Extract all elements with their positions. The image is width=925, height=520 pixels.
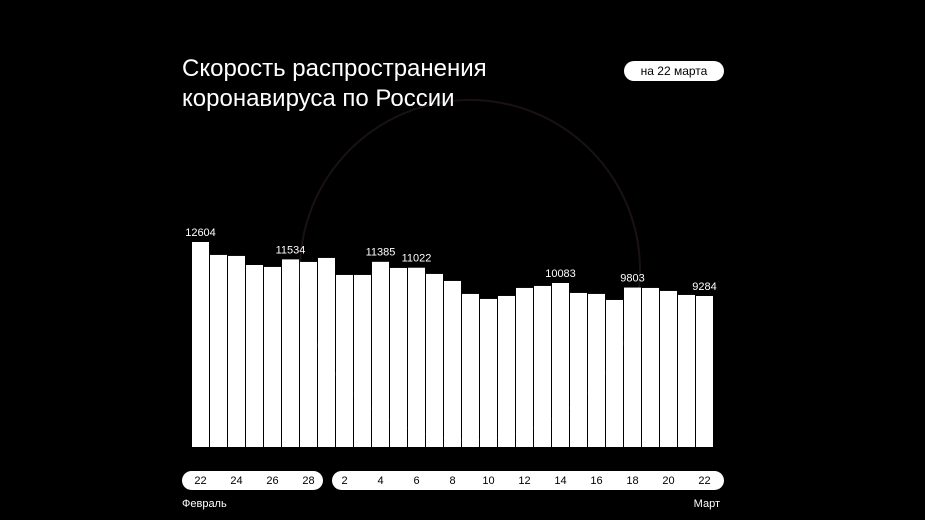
bar — [624, 287, 641, 447]
x-tick-label: 8 — [449, 475, 455, 487]
bar — [318, 257, 335, 447]
bar — [300, 261, 317, 447]
month-label: Февраль — [182, 498, 227, 510]
bar — [696, 295, 713, 447]
bar — [660, 290, 677, 447]
x-tick-label: 18 — [626, 475, 638, 487]
value-label: 11022 — [402, 253, 432, 265]
bar — [390, 267, 407, 447]
x-tick-label: 10 — [482, 475, 494, 487]
value-label: 9803 — [620, 272, 644, 284]
x-tick-label: 28 — [302, 475, 314, 487]
x-tick-label: 22 — [194, 475, 206, 487]
x-tick-label: 16 — [590, 475, 602, 487]
bar — [246, 264, 263, 447]
bar — [642, 287, 659, 447]
bar — [228, 255, 245, 447]
bar — [516, 287, 533, 447]
month-label: Март — [694, 498, 720, 510]
bar — [282, 259, 299, 447]
bar — [462, 293, 479, 447]
bar — [408, 267, 425, 447]
bar — [264, 266, 281, 447]
bar — [192, 242, 209, 447]
x-tick-label: 20 — [662, 475, 674, 487]
bar — [570, 292, 587, 447]
month-pill — [182, 471, 323, 490]
bar — [534, 285, 551, 447]
bar — [480, 298, 497, 447]
x-tick-label: 2 — [341, 475, 347, 487]
x-tick-label: 4 — [377, 475, 383, 487]
bar — [552, 283, 569, 447]
bar — [444, 280, 461, 447]
bar — [354, 274, 371, 447]
chart-title: Скорость распространения коронавируса по… — [182, 55, 487, 112]
bar — [678, 294, 695, 447]
x-tick-label: 14 — [554, 475, 566, 487]
value-label: 10083 — [545, 268, 576, 280]
x-tick-label: 6 — [413, 475, 419, 487]
x-tick-label: 26 — [266, 475, 278, 487]
x-tick-label: 24 — [230, 475, 242, 487]
bar — [426, 273, 443, 447]
value-label: 9284 — [692, 281, 716, 293]
bar — [336, 274, 353, 447]
value-label: 11385 — [366, 247, 396, 259]
bar — [588, 293, 605, 447]
x-tick-label: 22 — [698, 475, 710, 487]
date-badge: на 22 марта — [624, 61, 724, 81]
bar — [498, 295, 515, 447]
value-label: 11534 — [276, 244, 306, 256]
bar — [372, 261, 389, 447]
value-label: 12604 — [185, 227, 216, 239]
month-pill — [332, 471, 724, 490]
bar — [210, 254, 227, 447]
x-tick-label: 12 — [518, 475, 530, 487]
bar — [606, 299, 623, 447]
